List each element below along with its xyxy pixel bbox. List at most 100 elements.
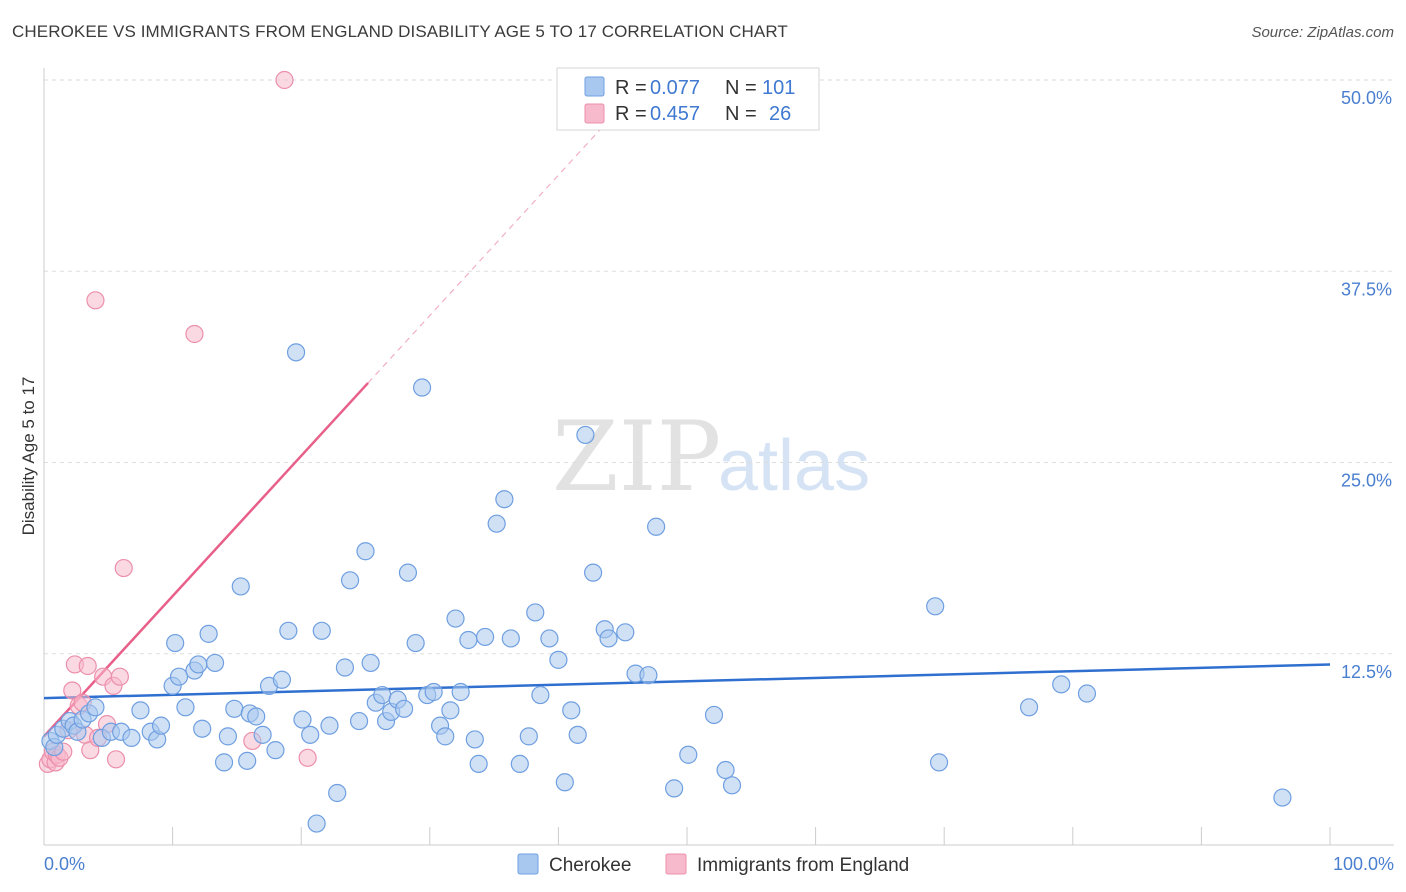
data-point-cherokee: [540, 629, 559, 648]
legend-n-label-1: N =: [725, 77, 757, 99]
y-tick-label: 25.0%: [1341, 471, 1392, 491]
trend-line-cherokee: [43, 663, 1331, 700]
data-point-cherokee: [647, 517, 666, 536]
bottom-legend-label-cherokee: Cherokee: [549, 855, 631, 876]
data-point-cherokee: [568, 725, 587, 744]
data-point-cherokee: [349, 711, 369, 731]
data-point-cherokee: [1019, 698, 1039, 717]
data-point-england: [185, 324, 204, 344]
x-tick-label-min: 0.0%: [44, 854, 85, 874]
data-point-cherokee: [441, 701, 460, 720]
data-point-cherokee: [469, 754, 488, 774]
data-point-cherokee: [665, 779, 684, 798]
data-point-cherokee: [122, 728, 141, 748]
data-point-cherokee: [193, 719, 212, 738]
data-point-cherokee: [225, 699, 244, 718]
data-point-cherokee: [335, 658, 355, 677]
data-point-cherokee: [253, 725, 272, 744]
data-point-cherokee: [166, 633, 185, 653]
data-point-cherokee: [531, 685, 550, 705]
data-point-cherokee: [214, 753, 234, 772]
y-tick-label: 12.5%: [1341, 662, 1392, 682]
data-point-cherokee: [722, 776, 742, 795]
data-point-cherokee: [412, 378, 432, 397]
chart-source: Source: ZipAtlas.com: [1251, 24, 1394, 41]
x-ticks: [43, 827, 1331, 845]
data-point-cherokee: [169, 667, 189, 686]
top-legend: R = 0.077 N = 101 R = 0.457 N = 26: [556, 67, 820, 131]
data-point-cherokee: [205, 653, 225, 673]
data-point-england: [63, 681, 82, 700]
data-point-cherokee: [293, 710, 312, 729]
legend-n-value-1: 101: [762, 77, 795, 99]
data-point-cherokee: [86, 698, 105, 717]
data-point-cherokee: [679, 745, 698, 764]
grid-lines: [44, 79, 1394, 655]
legend-r-label-1: R =: [615, 77, 647, 99]
data-point-england: [106, 750, 126, 769]
watermark-atlas: atlas: [718, 426, 870, 506]
watermark-zip: ZIP: [552, 401, 721, 513]
data-point-cherokee: [320, 716, 339, 735]
data-point-cherokee: [199, 624, 218, 643]
legend-n-value-2: 26: [769, 103, 791, 125]
data-point-cherokee: [555, 773, 574, 792]
data-point-cherokee: [398, 563, 418, 582]
data-point-cherokee: [446, 609, 465, 628]
data-point-cherokee: [176, 698, 195, 717]
data-point-cherokee: [1052, 675, 1071, 694]
trend-line-england-extension: [367, 127, 603, 384]
data-point-cherokee: [340, 571, 360, 590]
data-point-cherokee: [218, 727, 237, 746]
data-point-england: [275, 70, 294, 90]
data-point-cherokee: [286, 343, 306, 362]
data-point-cherokee: [576, 425, 595, 445]
axes: [43, 68, 1394, 846]
data-point-cherokee: [1077, 684, 1097, 703]
data-point-cherokee: [307, 814, 326, 833]
series-immigrants-from-england: [38, 70, 317, 774]
data-point-cherokee: [639, 666, 658, 685]
legend-n-label-2: N =: [725, 103, 757, 125]
data-point-cherokee: [189, 655, 208, 674]
legend-swatch-england: [584, 103, 605, 124]
data-point-cherokee: [704, 705, 724, 725]
legend-r-value-1: 0.077: [650, 77, 700, 99]
data-point-cherokee: [151, 716, 171, 735]
data-point-cherokee: [272, 670, 292, 689]
data-point-cherokee: [301, 725, 320, 744]
data-point-cherokee: [247, 707, 266, 726]
bottom-legend-swatch-england: [665, 853, 687, 875]
data-point-cherokee: [495, 490, 514, 509]
y-tick-label: 50.0%: [1341, 88, 1392, 108]
y-tick-labels: 12.5% 25.0% 37.5% 50.0%: [1341, 88, 1392, 682]
data-point-cherokee: [475, 627, 495, 647]
data-point-england: [86, 291, 105, 310]
data-point-cherokee: [356, 542, 375, 561]
data-point-cherokee: [394, 699, 414, 718]
x-tick-label-max: 100.0%: [1333, 854, 1394, 874]
legend-swatch-cherokee: [584, 76, 605, 97]
chart-title: CHEROKEE VS IMMIGRANTS FROM ENGLAND DISA…: [12, 22, 788, 41]
data-point-cherokee: [716, 760, 735, 780]
data-point-cherokee: [279, 621, 298, 640]
data-point-cherokee: [406, 633, 425, 653]
data-point-cherokee: [424, 682, 443, 702]
data-point-cherokee: [361, 653, 380, 673]
data-point-cherokee: [459, 630, 478, 650]
data-point-cherokee: [584, 563, 603, 582]
data-point-cherokee: [599, 629, 618, 648]
series-cherokee: [41, 343, 1292, 833]
data-point-cherokee: [436, 727, 455, 746]
data-point-cherokee: [238, 751, 257, 770]
data-point-england: [110, 667, 129, 686]
data-point-cherokee: [519, 727, 538, 746]
data-point-cherokee: [266, 741, 285, 760]
data-point-cherokee: [131, 701, 150, 720]
data-point-cherokee: [526, 603, 545, 622]
data-point-cherokee: [501, 629, 520, 648]
data-point-cherokee: [562, 701, 581, 720]
data-point-england: [114, 558, 133, 578]
trend-line-england: [43, 382, 369, 738]
data-point-cherokee: [328, 783, 347, 803]
